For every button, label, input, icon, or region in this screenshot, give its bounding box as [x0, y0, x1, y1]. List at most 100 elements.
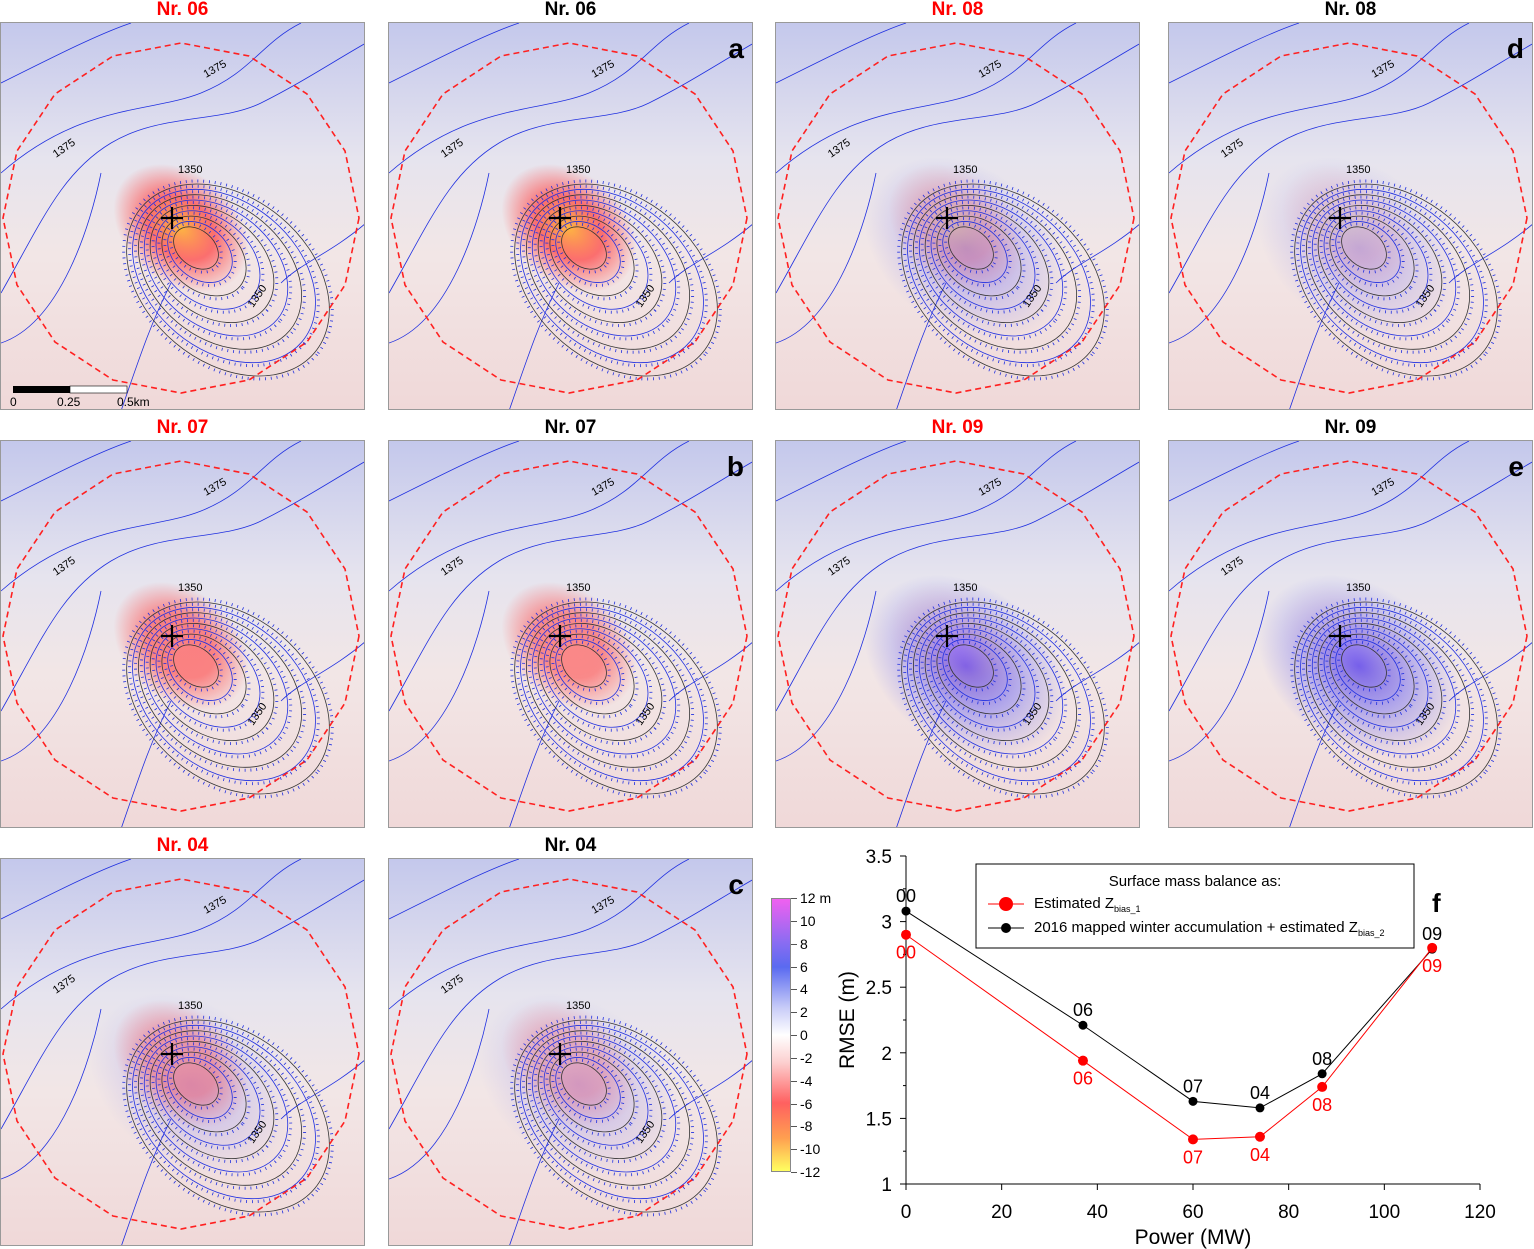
depression-contour	[901, 183, 1105, 377]
colorbar-tick-label: 4	[800, 981, 808, 998]
depression-contour	[137, 612, 303, 768]
depression-contour	[1341, 226, 1387, 270]
depression-ticks	[1307, 195, 1461, 341]
elevation-contour	[121, 1118, 172, 1245]
depression-contour	[132, 606, 316, 782]
panel-title: Nr. 09	[1324, 417, 1377, 438]
colorbar-tick-label: 8	[800, 935, 808, 952]
elevation-contour	[1289, 700, 1340, 827]
depression-ticks	[133, 190, 307, 354]
legend-marker	[999, 897, 1013, 911]
depression-contour	[543, 1046, 649, 1146]
depression-contour	[1329, 215, 1415, 297]
depression-contour	[173, 644, 219, 688]
depression-contour	[149, 1040, 275, 1160]
panel-title: Nr. 06	[156, 0, 209, 20]
depression-contour	[155, 628, 261, 728]
depression-contour	[143, 617, 289, 755]
study-area-boundary	[2, 878, 360, 1230]
y-axis-label: RMSE (m)	[836, 971, 859, 1069]
depression-ticks	[914, 195, 1068, 341]
depression-contour	[936, 215, 1022, 297]
depression-contour	[901, 601, 1105, 795]
depression-ticks	[157, 211, 251, 301]
data-label: 07	[1183, 1076, 1203, 1096]
depression-ticks	[516, 184, 708, 368]
depression-ticks	[122, 597, 334, 799]
depression-ticks	[510, 1015, 722, 1217]
elevation-contour	[280, 1060, 364, 1120]
depression-contour	[1323, 210, 1429, 310]
colorbar-tick-label: 6	[800, 958, 808, 975]
data-label: 04	[1250, 1145, 1270, 1165]
elevation-contour	[1169, 590, 1270, 762]
elevation-contour	[509, 1118, 560, 1245]
depression-ticks	[163, 635, 237, 705]
panel-title: Nr. 07	[544, 417, 597, 438]
depression-contour	[161, 1051, 247, 1133]
depression-ticks	[163, 1053, 237, 1123]
depression-contour	[930, 628, 1036, 728]
depression-contour	[1305, 194, 1471, 350]
elevation-contour	[389, 859, 690, 1010]
elevation-contour	[1, 23, 132, 84]
depression-contour	[549, 215, 635, 297]
drill-site-cross-icon	[161, 207, 183, 229]
depression-ticks	[545, 1047, 639, 1137]
colorbar-tick-label: -8	[800, 1118, 813, 1135]
depression-ticks	[157, 1047, 251, 1137]
depression-contour	[531, 617, 677, 755]
panel-title: Nr. 04	[544, 835, 597, 856]
elevation-contour	[1169, 441, 1470, 592]
legend-subscript: bias_2	[1358, 928, 1385, 938]
depression-ticks	[908, 608, 1082, 772]
contour-label: 1350	[566, 164, 590, 176]
colorbar-tick	[791, 989, 797, 991]
depression-contour	[132, 188, 316, 364]
depression-ticks	[527, 613, 681, 759]
elevation-contour	[121, 700, 172, 827]
depression-ticks	[539, 206, 653, 314]
negative-anomaly	[888, 163, 1024, 293]
depression-contour	[149, 204, 275, 324]
depression-ticks	[545, 629, 639, 719]
depression-ticks	[151, 1042, 265, 1150]
depression-ticks	[914, 613, 1068, 759]
depression-contour	[1294, 183, 1498, 377]
elevation-contour	[1169, 172, 1270, 344]
negative-anomaly	[501, 999, 637, 1129]
elevation-contour	[668, 642, 752, 702]
study-area-boundary	[2, 42, 360, 394]
colorbar-tick	[791, 920, 797, 922]
elevation-contour	[1169, 441, 1300, 502]
depression-contour	[531, 199, 677, 337]
colorbar-tick-label: -12	[800, 1164, 821, 1180]
elevation-contour	[389, 590, 490, 762]
study-area-boundary	[1170, 42, 1528, 394]
depression-contour	[907, 606, 1091, 782]
map-panel: 1375 1375 1350 1350	[775, 22, 1140, 410]
colorbar-tick	[791, 1035, 797, 1036]
depression-contour	[537, 622, 663, 742]
legend-entry: Estimated Zbias_1	[1034, 895, 1141, 914]
elevation-contour	[1055, 642, 1139, 702]
elevation-contour	[389, 1008, 490, 1180]
data-point	[901, 929, 911, 940]
x-tick-label: 80	[1278, 1202, 1299, 1223]
depression-contour	[173, 1062, 219, 1106]
elevation-contour	[1, 859, 302, 1010]
legend-entry: 2016 mapped winter accumulation + estima…	[1034, 919, 1384, 938]
depression-ticks	[1313, 618, 1447, 746]
negative-anomaly	[113, 999, 249, 1129]
depression-contour	[132, 1024, 316, 1200]
depression-ticks	[908, 190, 1082, 354]
depression-contour	[161, 215, 247, 297]
depression-contour	[936, 633, 1022, 715]
depression-contour	[137, 1030, 303, 1186]
scale-bar	[13, 386, 70, 393]
